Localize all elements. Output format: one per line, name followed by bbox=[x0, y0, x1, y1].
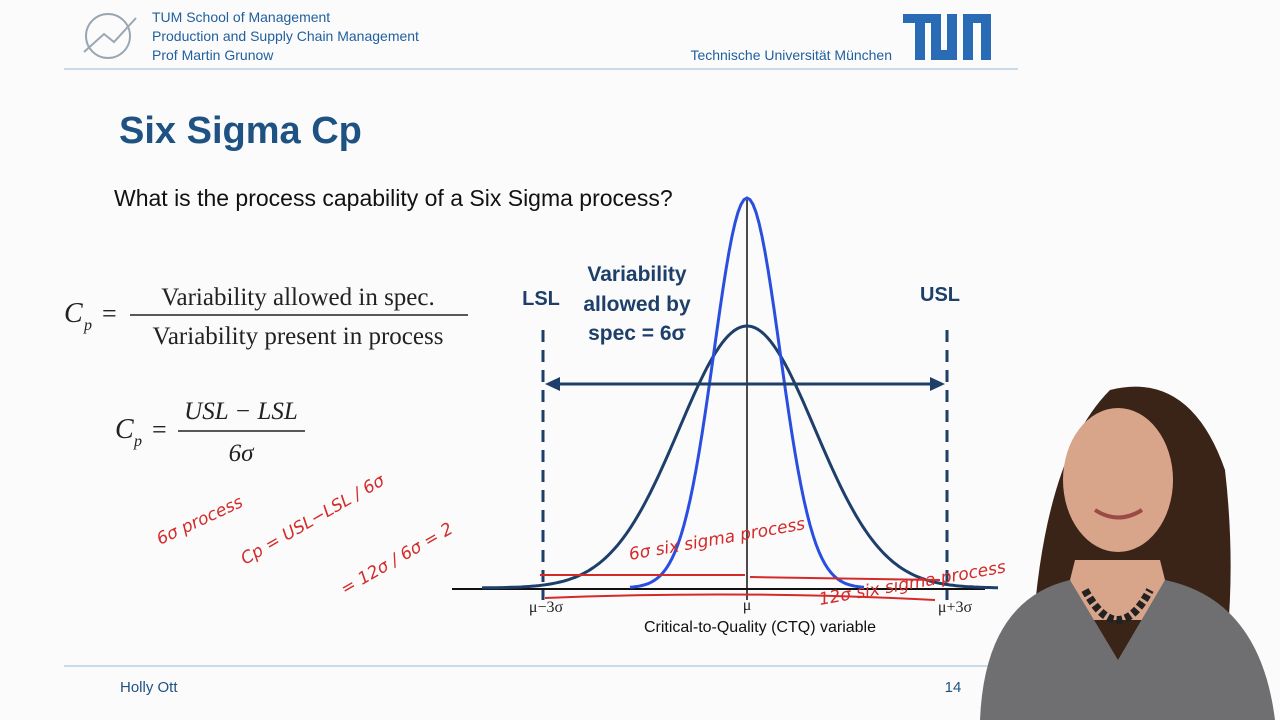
usl-label: USL bbox=[920, 284, 960, 306]
tum-logo bbox=[903, 14, 991, 60]
lsl-label: LSL bbox=[522, 288, 560, 310]
header-line: TUM School of Management bbox=[152, 9, 330, 25]
page-number: 14 bbox=[945, 679, 962, 696]
spec-label: Variability bbox=[587, 263, 687, 286]
formula-1: C p = Variability allowed in spec. Varia… bbox=[64, 284, 468, 350]
wide-curve bbox=[481, 324, 998, 590]
title: Six Sigma Cp bbox=[119, 110, 362, 152]
header-line: Prof Martin Grunow bbox=[152, 47, 274, 63]
university: Technische Universität München bbox=[690, 47, 892, 63]
formula-denominator: Variability present in process bbox=[153, 323, 444, 350]
formula-symbol: C bbox=[64, 298, 83, 329]
spec-label: spec = 6σ bbox=[588, 322, 686, 345]
presenter: Holly Ott bbox=[120, 679, 178, 696]
header-line: Production and Supply Chain Management bbox=[152, 28, 419, 44]
formula-subscript: p bbox=[133, 433, 142, 450]
x-label: Critical-to-Quality (CTQ) variable bbox=[644, 619, 876, 636]
narrow-curve bbox=[629, 196, 865, 589]
formula-2: C p = USL − LSL 6σ bbox=[115, 398, 305, 467]
formula-numerator: Variability allowed in spec. bbox=[161, 284, 435, 311]
diagram: LSL USL Variability allowed by spec = 6σ… bbox=[452, 196, 998, 636]
question: What is the process capability of a Six … bbox=[114, 185, 673, 211]
axis-label: μ bbox=[743, 597, 752, 614]
spec-label: allowed by bbox=[583, 293, 691, 316]
formula-symbol: C bbox=[115, 414, 134, 445]
logo-left bbox=[83, 13, 137, 59]
axis-label: μ+3σ bbox=[938, 599, 973, 616]
formula-numerator: USL − LSL bbox=[184, 398, 298, 425]
formula-equals: = bbox=[152, 415, 167, 444]
presenter-video bbox=[980, 386, 1275, 720]
annotation-stroke bbox=[540, 574, 941, 601]
formula-denominator: 6σ bbox=[229, 440, 256, 467]
formula-subscript: p bbox=[83, 317, 92, 334]
axis-label: μ−3σ bbox=[529, 599, 564, 616]
formula-equals: = bbox=[102, 299, 117, 328]
